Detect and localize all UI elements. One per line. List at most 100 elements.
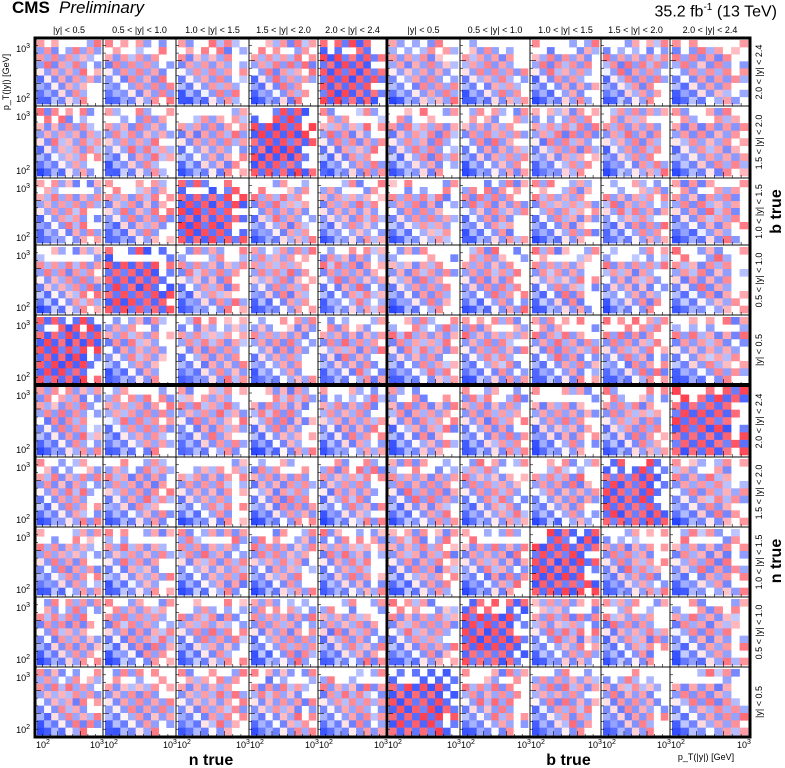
heatmap-cell [462, 229, 470, 237]
heatmap-cell [539, 194, 548, 202]
heatmap-cell [112, 432, 121, 441]
heatmap-cell [617, 417, 625, 426]
heatmap-cell [216, 115, 225, 124]
heatmap-cell [231, 187, 240, 195]
heatmap-cell [680, 208, 690, 216]
heatmap-cell [646, 324, 654, 332]
heatmap-cell [442, 194, 451, 202]
heatmap-cell [389, 324, 397, 332]
heatmap-cell [185, 40, 194, 48]
heatmap-cell [617, 208, 625, 216]
heatmap-cell [631, 353, 640, 362]
heatmap-cell [603, 424, 611, 433]
heatmap-cell [185, 339, 194, 347]
heatmap-cell [341, 254, 350, 262]
heatmap-cell [135, 417, 144, 426]
heatmap-cell [404, 402, 413, 410]
heatmap-cell [389, 394, 397, 403]
heatmap-cell [251, 361, 259, 369]
heatmap-cell [697, 123, 707, 131]
heatmap-cell [86, 247, 95, 255]
heatmap-cell [120, 261, 129, 270]
heatmap-cell [239, 153, 248, 162]
heatmap-cell [546, 160, 555, 169]
heatmap-cell [356, 108, 364, 116]
heatmap-cell [672, 145, 681, 154]
heatmap-cell [561, 368, 570, 376]
heatmap-cell [120, 439, 129, 448]
heatmap-cell [631, 368, 640, 376]
heatmap-cell [51, 145, 59, 154]
heatmap-cell [158, 305, 167, 314]
heatmap-cell [498, 208, 507, 216]
heatmap-cell [370, 215, 379, 223]
heatmap-cell [79, 247, 88, 255]
heatmap-cell [65, 346, 73, 354]
heatmap-cell [348, 123, 357, 131]
heatmap-cell [513, 145, 521, 154]
heatmap-cell [520, 298, 529, 306]
heatmap-cell [320, 145, 328, 154]
heatmap-cell [377, 160, 386, 169]
heatmap-cell [58, 317, 66, 325]
heatmap-cell [356, 331, 364, 340]
heatmap-cell [287, 187, 295, 195]
heatmap-cell [412, 229, 420, 237]
heatmap-cell [294, 68, 302, 76]
heatmap-cell [370, 208, 379, 216]
heatmap-cell [224, 305, 232, 314]
heatmap-cell [722, 153, 732, 162]
heatmap-cell [476, 54, 485, 62]
heatmap-cell [722, 89, 732, 98]
heatmap-cell [697, 47, 707, 55]
heatmap-cell [639, 361, 647, 369]
heatmap-cell [58, 138, 66, 147]
heatmap-cell [135, 47, 144, 55]
heatmap-cell [294, 368, 302, 376]
heatmap-cell [722, 138, 732, 147]
heatmap-cell [576, 75, 585, 83]
heatmap-cell [51, 346, 59, 354]
heatmap-cell [653, 168, 662, 177]
heatmap-cell [714, 339, 723, 347]
heatmap-cell [450, 331, 459, 340]
heatmap-cell [705, 180, 715, 188]
heatmap-cell [356, 368, 364, 376]
heatmap-cell [224, 138, 232, 147]
heatmap-cell [688, 276, 698, 284]
heatmap-cell [506, 276, 514, 284]
heatmap-cell [396, 368, 405, 376]
heatmap-cell [561, 247, 570, 255]
heatmap-cell [251, 145, 259, 154]
heatmap-cell [348, 276, 357, 284]
heatmap-cell [498, 439, 507, 448]
heatmap-cell [419, 331, 428, 340]
heatmap-cell [265, 160, 273, 169]
heatmap-cell [185, 305, 194, 314]
heatmap-cell [294, 160, 302, 169]
heatmap-cell [341, 417, 350, 426]
heatmap-cell [341, 276, 350, 284]
heatmap-cell [72, 96, 80, 105]
heatmap-cell [546, 432, 555, 441]
heatmap-cell [714, 130, 723, 139]
heatmap-cell [442, 324, 451, 332]
heatmap-cell [178, 168, 186, 177]
heatmap-cell [65, 276, 73, 284]
heatmap-cell [58, 324, 66, 332]
heatmap-cell [327, 261, 335, 270]
heatmap-cell [178, 394, 186, 403]
heatmap-cell [301, 168, 310, 177]
heatmap-cell [37, 108, 45, 116]
heatmap-cell [672, 247, 681, 255]
heatmap-cell [546, 229, 555, 237]
heatmap-cell [58, 375, 66, 384]
heatmap-cell [265, 194, 273, 202]
heatmap-cell [370, 291, 379, 299]
heatmap-cell [251, 247, 259, 255]
heatmap-cell [435, 375, 443, 384]
heatmap-cell [412, 269, 420, 277]
heatmap-cell [143, 236, 152, 244]
heatmap-cell [610, 130, 618, 139]
heatmap-cell [469, 375, 477, 384]
